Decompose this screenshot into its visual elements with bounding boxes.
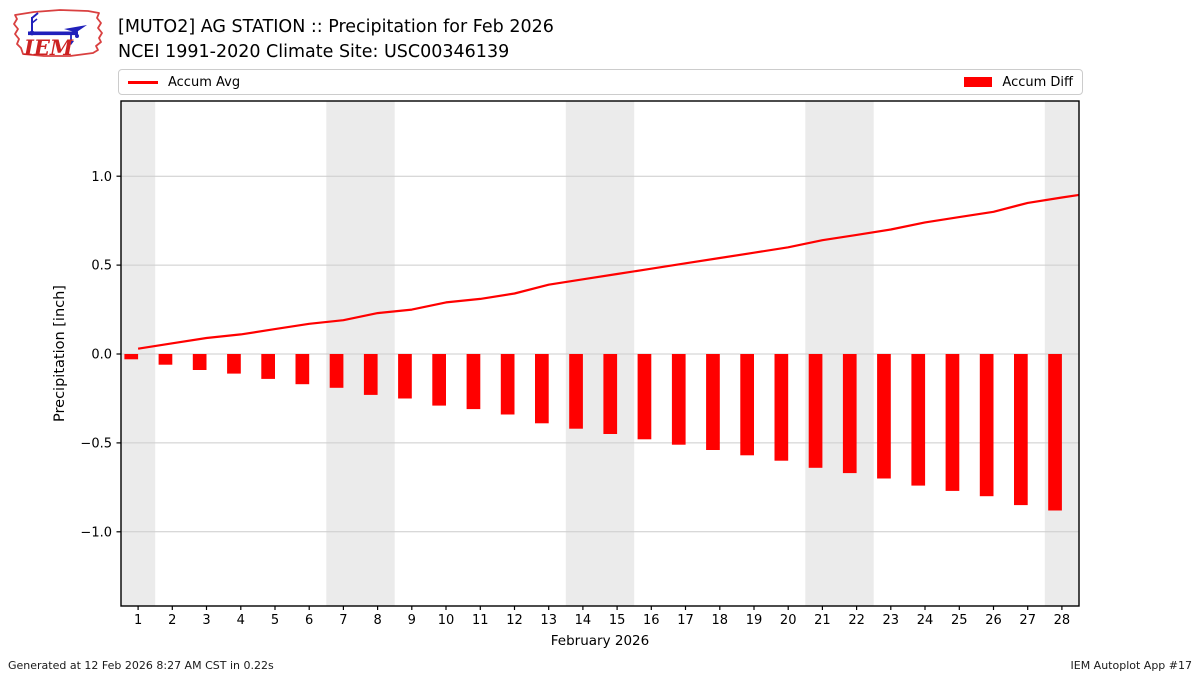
y-tick-label: 1.0 [91, 170, 112, 185]
x-tick-label: 10 [438, 613, 455, 628]
y-tick-label: −1.0 [80, 525, 112, 540]
x-tick-label: 4 [237, 613, 245, 628]
x-axis-label: February 2026 [551, 633, 649, 649]
x-tick-label: 20 [780, 613, 797, 628]
x-tick-label: 27 [1019, 613, 1036, 628]
accum-diff-bar [398, 354, 412, 399]
accum-diff-bar [911, 354, 926, 486]
x-tick-label: 22 [848, 613, 865, 628]
x-tick-label: 26 [985, 613, 1002, 628]
x-tick-label: 16 [643, 613, 660, 628]
accum-diff-bar [637, 354, 652, 440]
accum-avg-line [137, 193, 1080, 350]
footer: Generated at 12 Feb 2026 8:27 AM CST in … [0, 659, 1200, 672]
x-tick-label: 9 [408, 613, 416, 628]
accum-diff-bar [877, 354, 891, 479]
x-tick-label: 21 [814, 613, 831, 628]
accum-diff-bar [979, 354, 994, 497]
accum-diff-bar [1014, 354, 1028, 506]
accum-diff-bar [329, 354, 344, 388]
generated-timestamp: Generated at 12 Feb 2026 8:27 AM CST in … [8, 659, 274, 672]
accum-diff-bar [945, 354, 960, 491]
x-tick-label: 18 [712, 613, 729, 628]
accum-diff-bar [603, 354, 618, 434]
accum-diff-bar [808, 354, 823, 468]
accum-diff-bar [261, 354, 275, 379]
legend-label-accum-avg: Accum Avg [168, 74, 241, 90]
accum-diff-bar [535, 354, 549, 424]
x-tick-label: 1 [134, 613, 142, 628]
x-tick-label: 15 [609, 613, 626, 628]
x-tick-label: 5 [271, 613, 279, 628]
y-tick-label: 0.5 [91, 259, 112, 274]
accum-diff-bar [124, 354, 139, 360]
y-tick-label: −0.5 [80, 437, 112, 452]
accum-diff-bar [774, 354, 789, 461]
accum-diff-bar [671, 354, 686, 445]
accum-diff-bar [295, 354, 310, 385]
logo-text: IEM [23, 35, 74, 60]
iem-logo: IEM [13, 9, 103, 60]
chart-subtitle: NCEI 1991-2020 Climate Site: USC00346139 [118, 42, 510, 62]
accum-diff-bar [569, 354, 583, 429]
accum-diff-bar [706, 354, 720, 450]
accum-diff-bar-swatch [964, 77, 993, 87]
x-tick-label: 28 [1054, 613, 1071, 628]
weather-station-glyph [28, 12, 87, 45]
accum-avg-line-swatch [128, 80, 158, 84]
x-tick-label: 25 [951, 613, 968, 628]
x-tick-label: 23 [883, 613, 900, 628]
x-tick-label: 7 [339, 613, 347, 628]
app-credit: IEM Autoplot App #17 [1070, 659, 1193, 672]
accum-diff-bar [842, 354, 857, 474]
chart-title: [MUTO2] AG STATION :: Precipitation for … [118, 17, 554, 37]
accum-diff-bar [500, 354, 515, 415]
x-tick-label: 6 [305, 613, 313, 628]
accum-diff-bar [432, 354, 446, 406]
accum-diff-bar [363, 354, 378, 395]
x-tick-label: 2 [168, 613, 176, 628]
x-tick-label: 17 [677, 613, 694, 628]
x-tick-label: 24 [917, 613, 934, 628]
accum-diff-bar [192, 354, 207, 370]
x-tick-label: 12 [506, 613, 523, 628]
accum-diff-bar [466, 354, 481, 410]
accum-diff-bar [1048, 354, 1062, 511]
accum-diff-bar [158, 354, 173, 365]
y-axis-label: Precipitation [inch] [52, 285, 68, 422]
x-tick-label: 11 [472, 613, 489, 628]
legend-label-accum-diff: Accum Diff [1002, 74, 1073, 90]
x-tick-label: 13 [540, 613, 557, 628]
legend-item-accum-diff: Accum Diff [964, 75, 1073, 90]
x-tick-label: 3 [202, 613, 210, 628]
x-tick-label: 19 [746, 613, 763, 628]
legend: Accum Avg Accum Diff [118, 69, 1083, 95]
accum-diff-bar [740, 354, 754, 456]
x-tick-label: 14 [575, 613, 592, 628]
legend-item-accum-avg: Accum Avg [128, 75, 240, 90]
y-tick-label: 0.0 [91, 348, 112, 363]
accum-diff-bar [227, 354, 241, 374]
x-tick-label: 8 [373, 613, 381, 628]
